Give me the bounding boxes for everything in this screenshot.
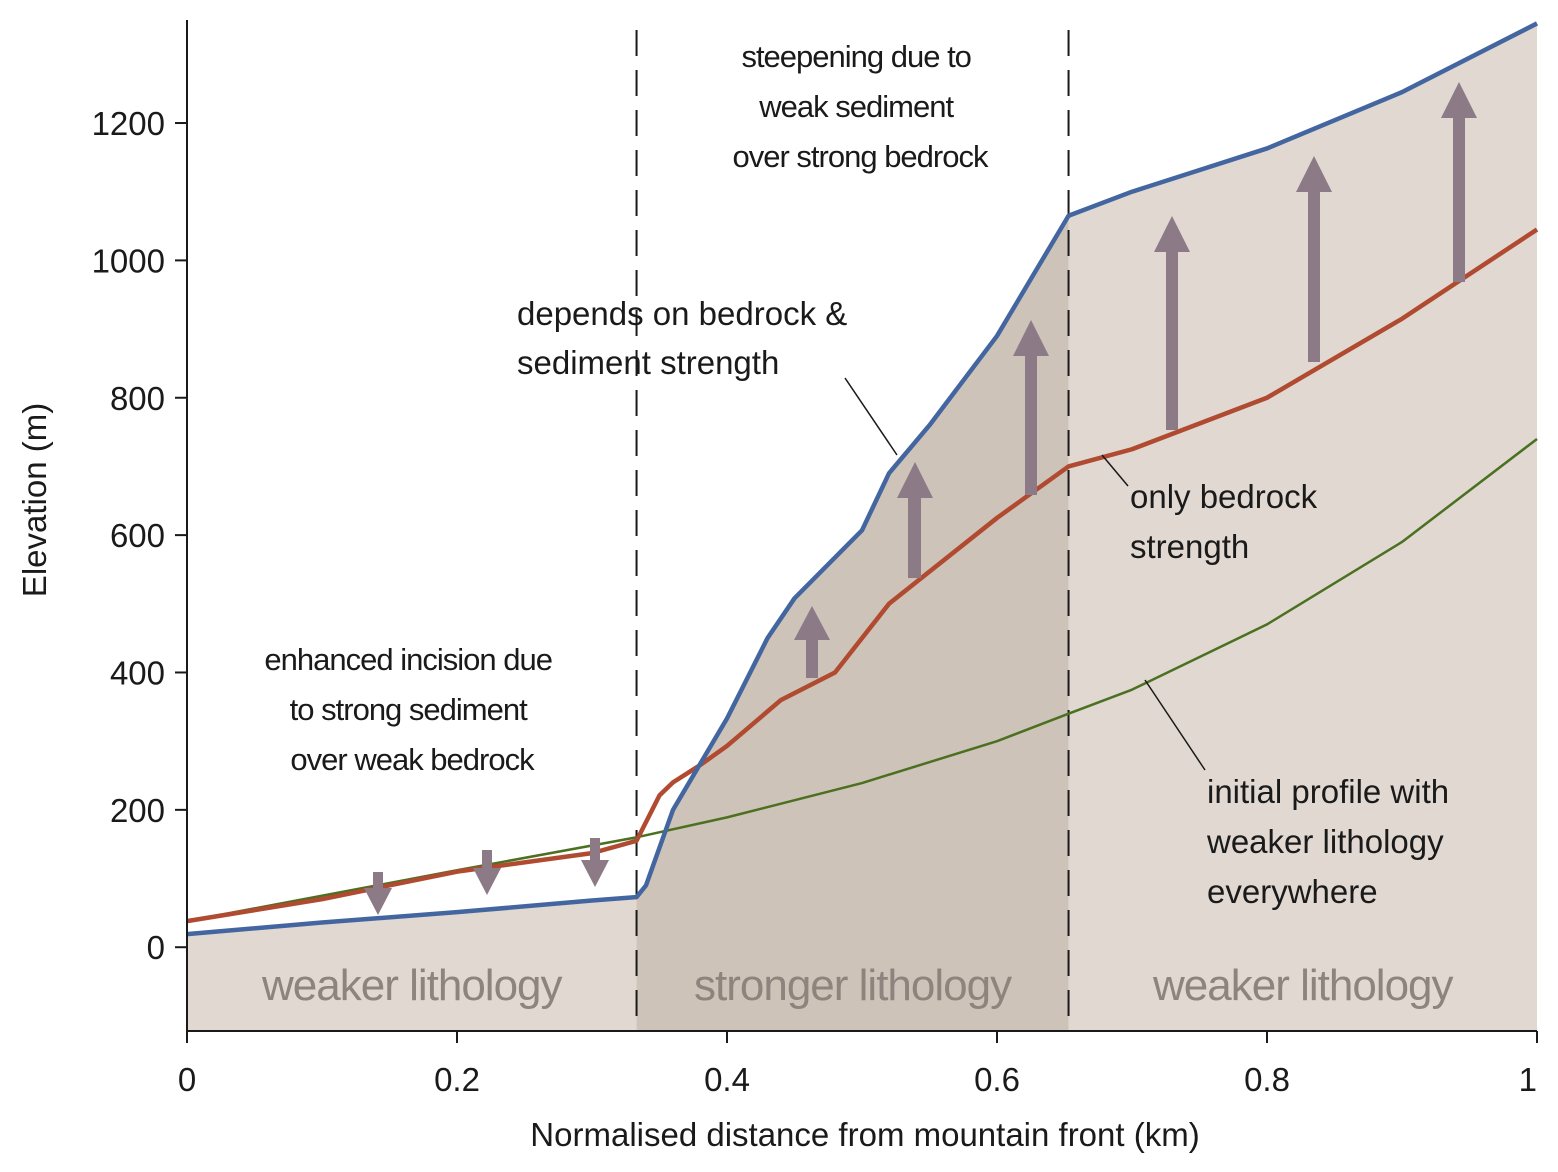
y-tick-label: 400 [110,654,165,691]
y-tick-label: 600 [110,517,165,554]
plot [186,21,1539,1031]
y-tick-label: 800 [110,380,165,417]
y-tick-label: 200 [110,792,165,829]
x-tick-label: 0.2 [434,1061,480,1098]
x-tick-label: 0 [178,1061,196,1098]
region-label: stronger lithology [694,961,1012,1010]
line-series [186,437,1538,923]
arrows [364,82,1477,915]
annotation: depends on bedrock & sediment strength [517,295,856,381]
y-axis-label: Elevation (m) [16,403,53,597]
y-tick-label: 0 [147,929,165,966]
annotation: initial profile with weaker lithology ev… [1206,773,1458,910]
annotation: only bedrock strength [1130,478,1326,565]
region-label: weaker lithology [261,961,562,1010]
annotation: enhanced incision due to strong sediment… [264,642,559,777]
y-tick-label: 1000 [92,242,165,279]
line-series [186,227,1539,924]
region-label: weaker lithology [1152,961,1453,1010]
x-tick-label: 0.6 [974,1061,1020,1098]
x-tick-label: 0.4 [704,1061,750,1098]
x-tick-label: 0.8 [1244,1061,1290,1098]
line-series [186,21,1539,937]
annotation: steepening due to weak sediment over str… [733,39,989,174]
y-tick-label: 1200 [92,105,165,142]
x-tick-label: 1 [1519,1061,1537,1098]
x-axis-label: Normalised distance from mountain front … [530,1116,1199,1153]
leader-lines [844,377,1206,771]
